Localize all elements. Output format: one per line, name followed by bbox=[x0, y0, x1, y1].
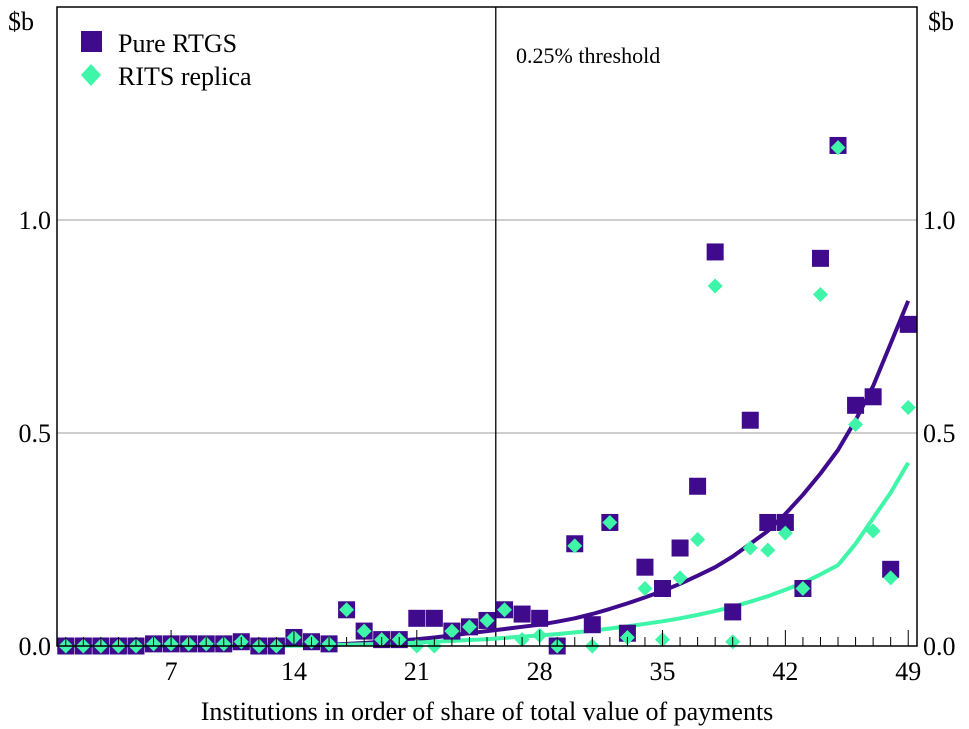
x-tick-label: 49 bbox=[895, 657, 921, 686]
point-pure-rtgs bbox=[776, 513, 794, 531]
point-pure-rtgs bbox=[864, 388, 882, 406]
point-rits-replica bbox=[742, 540, 758, 556]
point-rits-replica bbox=[690, 532, 706, 547]
y-axis-unit-left: $b bbox=[8, 7, 34, 36]
point-rits-replica bbox=[795, 580, 811, 596]
threshold-label: 0.25% threshold bbox=[516, 43, 660, 68]
point-pure-rtgs bbox=[671, 539, 689, 557]
point-pure-rtgs bbox=[654, 579, 672, 597]
point-rits-replica bbox=[812, 287, 828, 303]
point-pure-rtgs bbox=[583, 616, 601, 634]
point-rits-replica bbox=[637, 580, 653, 596]
point-rits-replica bbox=[848, 416, 864, 432]
point-pure-rtgs bbox=[706, 243, 724, 261]
grid-layer bbox=[57, 219, 917, 434]
y-axis-unit-right: $b bbox=[928, 7, 954, 36]
point-rits-replica bbox=[602, 514, 618, 530]
point-pure-rtgs bbox=[408, 609, 426, 627]
point-rits-replica bbox=[479, 612, 495, 628]
legend-marker-pure-rtgs bbox=[81, 31, 102, 52]
point-rits-replica bbox=[760, 542, 776, 558]
point-pure-rtgs bbox=[741, 411, 759, 429]
point-pure-rtgs bbox=[882, 560, 900, 578]
point-rits-replica bbox=[830, 140, 846, 156]
ticks-layer bbox=[65, 630, 909, 646]
point-rits-replica bbox=[672, 570, 688, 586]
x-tick-label: 14 bbox=[281, 657, 307, 686]
point-pure-rtgs bbox=[425, 609, 443, 627]
x-tick-label: 7 bbox=[165, 657, 178, 686]
y-tick-label-right: 0.5 bbox=[923, 419, 956, 448]
legend-marker-rits-replica bbox=[81, 64, 101, 86]
point-rits-replica bbox=[339, 602, 355, 618]
point-pure-rtgs bbox=[759, 513, 777, 531]
point-rits-replica bbox=[461, 619, 477, 635]
point-rits-replica bbox=[497, 602, 513, 618]
point-rits-replica bbox=[356, 623, 372, 639]
point-pure-rtgs bbox=[899, 315, 917, 333]
point-pure-rtgs bbox=[811, 249, 829, 267]
point-rits-replica bbox=[883, 570, 899, 586]
legend-label-rits-replica: RITS replica bbox=[118, 62, 252, 91]
point-rits-replica bbox=[444, 623, 460, 639]
point-rits-replica bbox=[777, 525, 793, 541]
point-pure-rtgs bbox=[847, 396, 865, 414]
y-tick-label-right: 0.0 bbox=[923, 632, 956, 661]
x-tick-label: 28 bbox=[527, 657, 553, 686]
point-pure-rtgs bbox=[531, 609, 549, 627]
point-pure-rtgs bbox=[636, 558, 654, 576]
x-tick-label: 35 bbox=[650, 657, 676, 686]
x-axis-title: Institutions in order of share of total … bbox=[201, 697, 774, 726]
point-pure-rtgs bbox=[724, 603, 742, 621]
point-pure-rtgs bbox=[689, 477, 707, 495]
y-tick-label-right: 1.0 bbox=[923, 206, 956, 235]
point-rits-replica bbox=[900, 399, 916, 415]
legend: Pure RTGS RITS replica bbox=[81, 29, 252, 91]
labels-layer: 0.0 0.0 0.5 0.5 1.0 1.0 7 14 21 28 35 42 49 bbox=[19, 206, 956, 686]
y-tick-label-left: 0.0 bbox=[19, 632, 52, 661]
y-tick-label-left: 1.0 bbox=[19, 206, 52, 235]
x-tick-label: 21 bbox=[404, 657, 430, 686]
x-tick-label: 42 bbox=[772, 657, 798, 686]
y-tick-label-left: 0.5 bbox=[19, 419, 52, 448]
legend-label-pure-rtgs: Pure RTGS bbox=[118, 29, 237, 58]
point-rits-replica bbox=[707, 278, 723, 294]
point-pure-rtgs bbox=[513, 605, 531, 623]
point-rits-replica bbox=[567, 538, 583, 554]
point-rits-replica bbox=[865, 523, 881, 539]
